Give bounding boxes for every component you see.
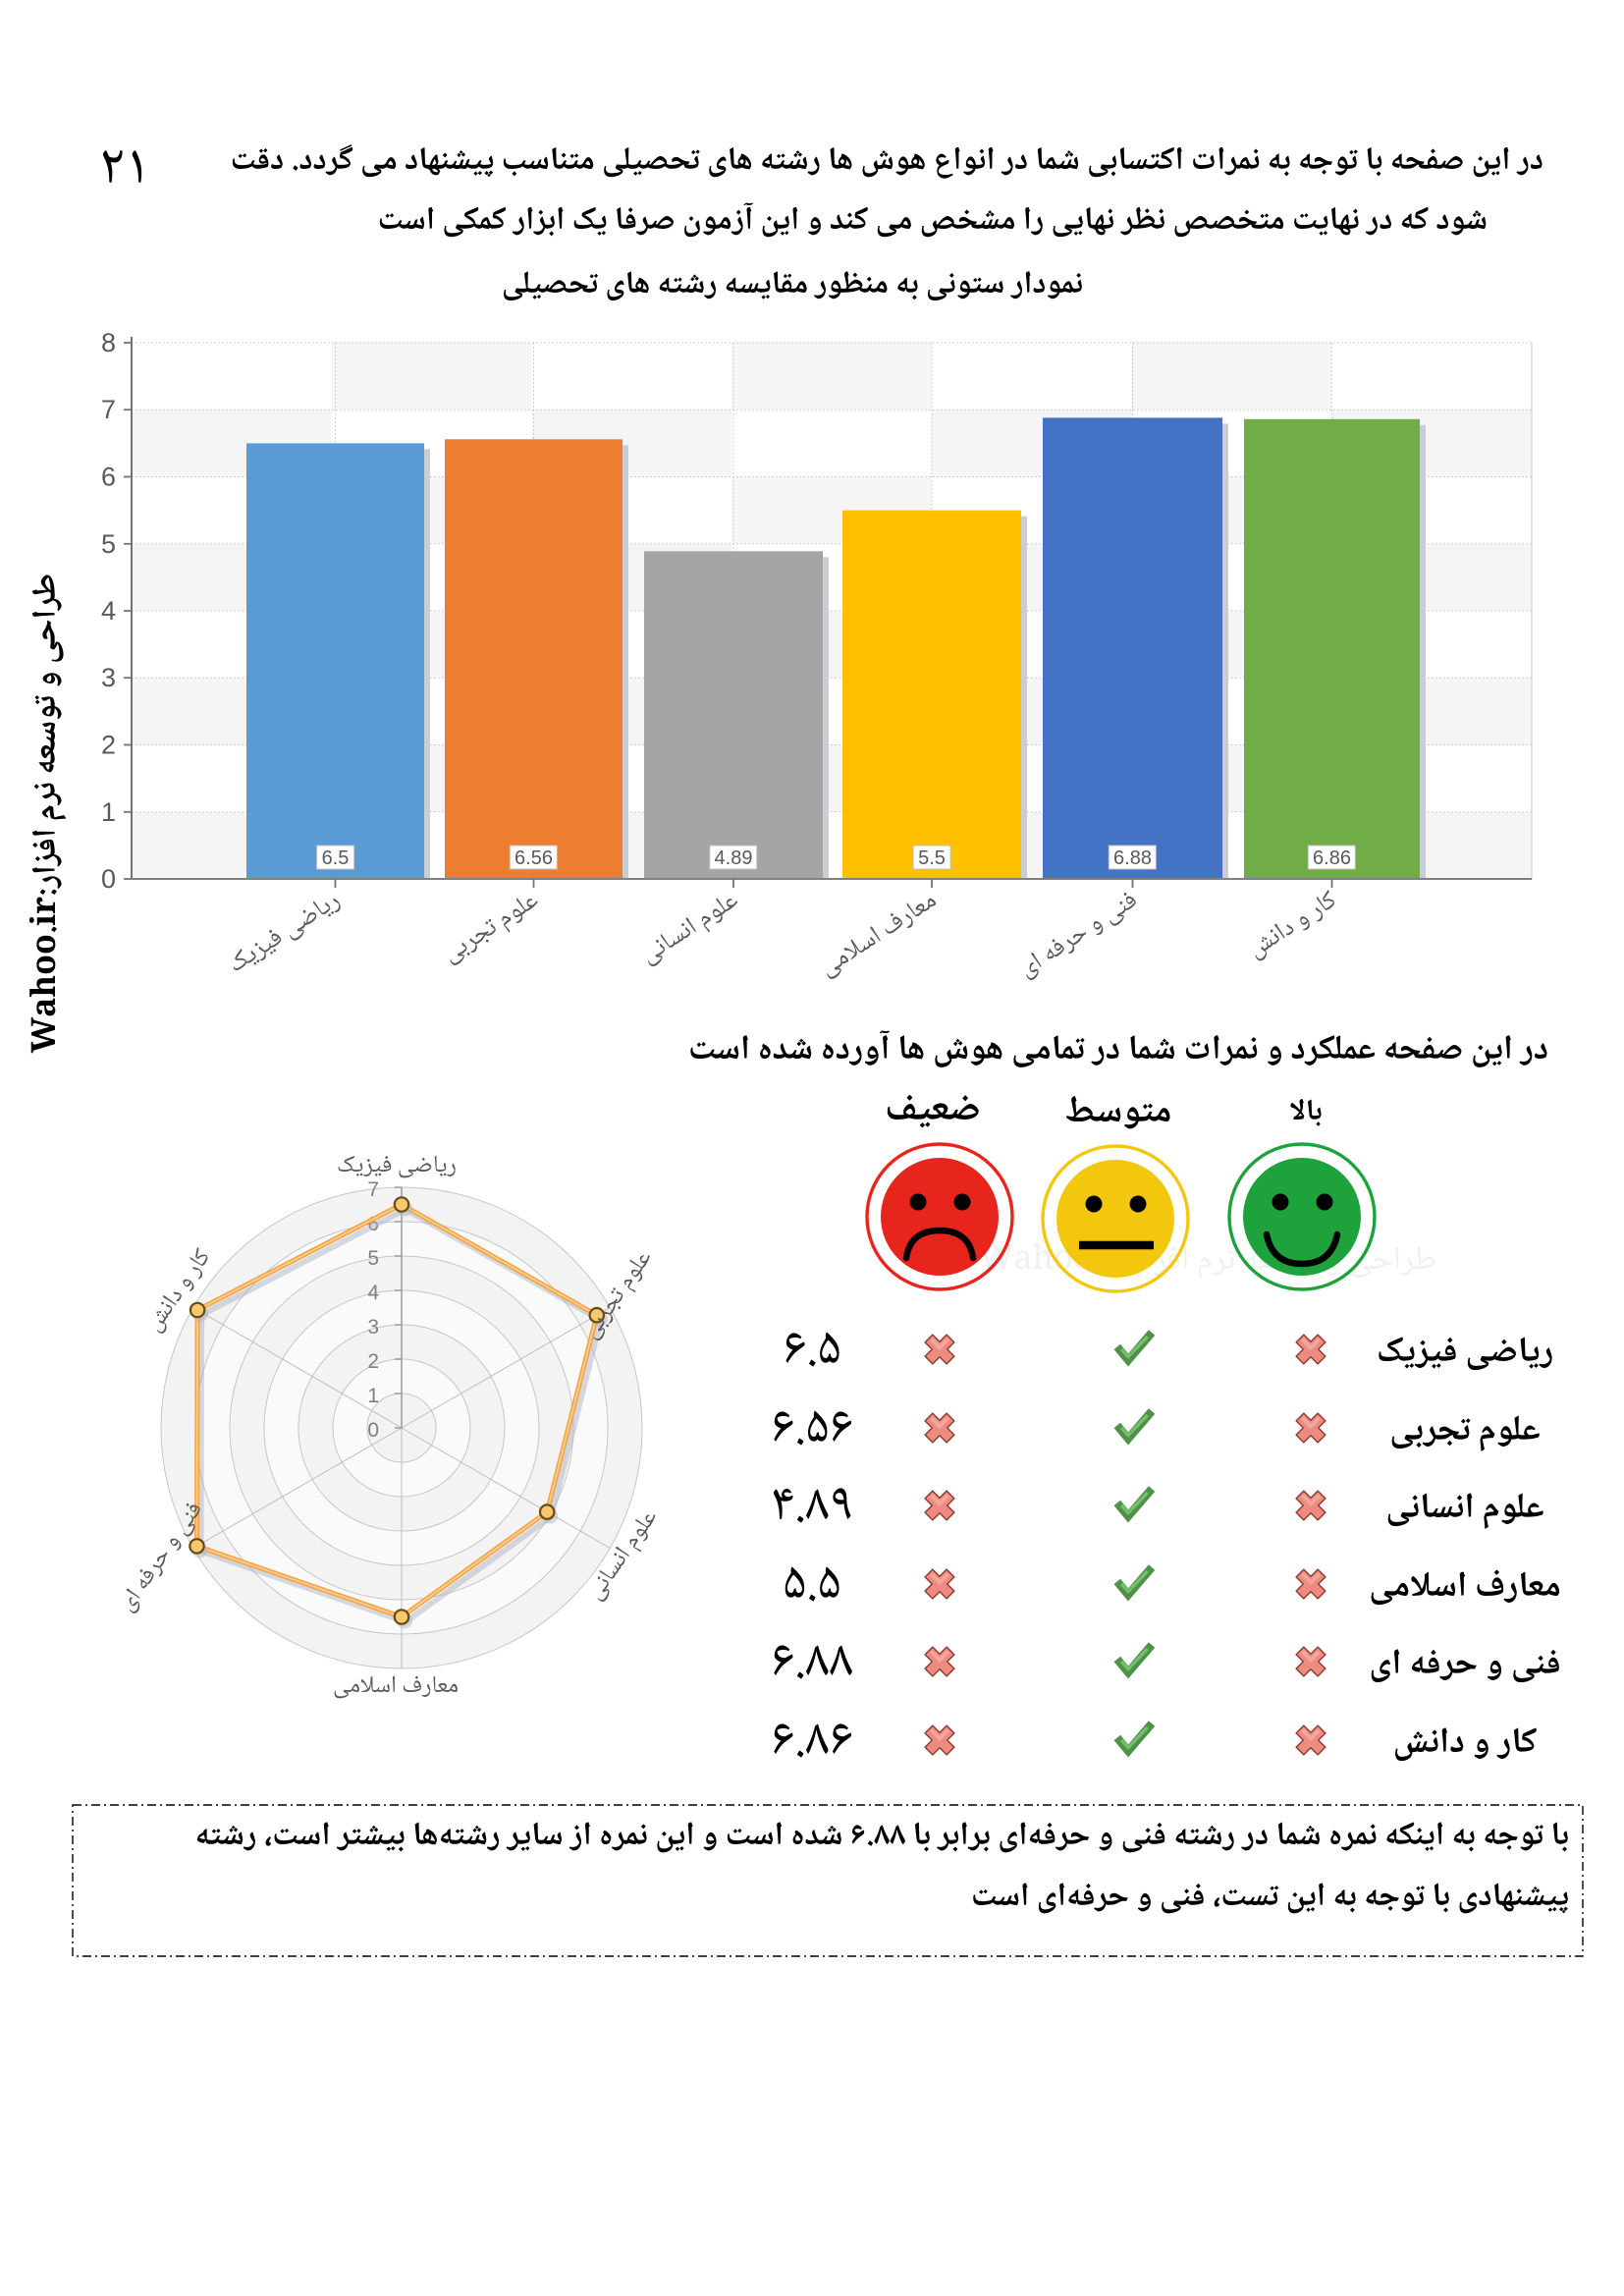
svg-text:7: 7 — [367, 1178, 379, 1201]
svg-text:6.56: 6.56 — [514, 847, 553, 869]
svg-text:4.89: 4.89 — [715, 847, 753, 869]
svg-text:2: 2 — [367, 1350, 379, 1373]
svg-text:6.5: 6.5 — [322, 847, 350, 869]
svg-text:3: 3 — [101, 663, 116, 692]
svg-text:4: 4 — [367, 1282, 379, 1304]
svg-text:5: 5 — [101, 529, 116, 559]
svg-text:0: 0 — [367, 1419, 379, 1442]
svg-text:8: 8 — [101, 328, 116, 357]
svg-text:5: 5 — [367, 1247, 379, 1270]
svg-text:6: 6 — [101, 463, 116, 492]
svg-text:1: 1 — [367, 1385, 379, 1407]
svg-text:1: 1 — [101, 797, 116, 827]
svg-text:6.88: 6.88 — [1113, 847, 1152, 869]
svg-text:0: 0 — [101, 864, 116, 894]
svg-text:4: 4 — [101, 596, 116, 626]
svg-text:3: 3 — [367, 1316, 379, 1339]
svg-text:7: 7 — [101, 395, 116, 424]
svg-text:2: 2 — [101, 731, 116, 760]
svg-text:6.86: 6.86 — [1313, 847, 1351, 869]
svg-text:5.5: 5.5 — [918, 847, 946, 869]
